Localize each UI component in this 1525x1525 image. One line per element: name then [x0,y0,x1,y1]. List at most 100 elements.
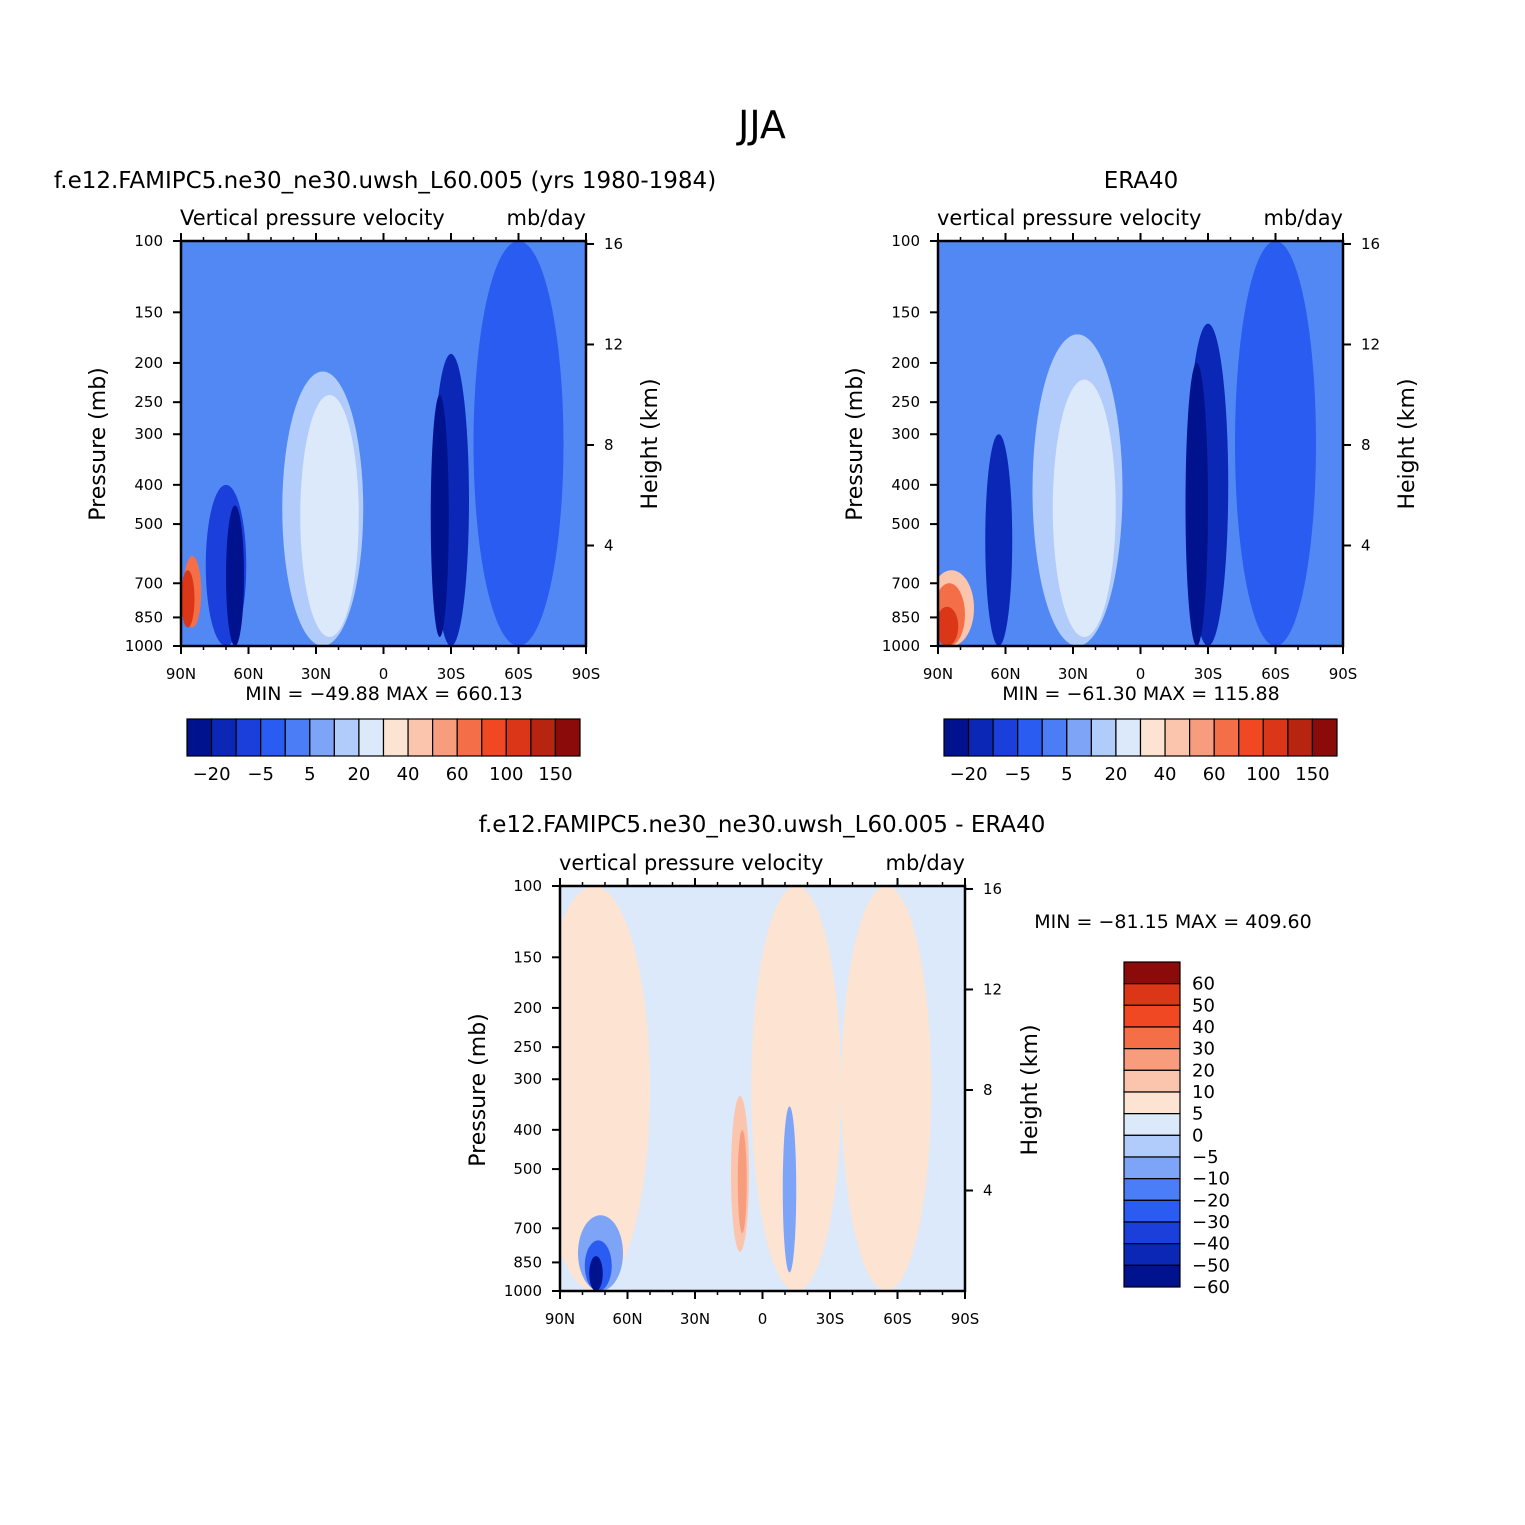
panel-obs-subtitle-right: mb/day [1264,206,1344,230]
y-tick-label: 150 [134,303,163,321]
colorbar-swatch [1189,718,1215,757]
colorbar-swatch [210,718,237,757]
colorbar-swatch [554,718,581,757]
y-right-tick-label: 8 [604,436,614,454]
colorbar-label: 0 [1192,1125,1203,1146]
colorbar-swatch [1123,1069,1181,1093]
y-tick-label: 100 [891,232,920,250]
y-right-tick-label: 4 [604,536,614,554]
x-tick-label: 30N [1058,665,1088,683]
colorbar-label: −5 [1004,764,1031,785]
y-tick-label: 1000 [504,1282,542,1300]
x-tick-label: 90S [572,665,601,683]
contour-region-4 [1052,379,1116,637]
colorbar-swatch [1123,1243,1181,1266]
colorbar-swatch [382,718,409,757]
y-tick-label: 100 [513,877,542,895]
y-tick-label: 150 [891,303,920,321]
x-tick-label: 30N [680,1310,710,1328]
y-tick-label: 200 [134,354,163,372]
colorbar-swatch [1123,1199,1181,1223]
colorbar-label: −20 [1192,1190,1230,1211]
x-tick-label: 30S [1194,665,1223,683]
colorbar-swatch [1041,718,1068,757]
panel-obs-ylabel: Pressure (mb) [843,367,868,521]
colorbar-label: 40 [1192,1017,1215,1038]
x-tick-label: 90S [1329,665,1358,683]
x-tick-label: 30N [301,665,331,683]
contour-region-2 [751,886,842,1291]
contour-region-7 [181,570,195,628]
colorbar-label: 5 [1192,1104,1203,1125]
colorbar-label: 50 [1192,995,1215,1016]
colorbar-swatch [967,718,994,757]
x-tick-label: 90N [545,1310,575,1328]
colorbar-label: 20 [347,764,370,785]
contour-region-1 [661,886,729,1291]
y-right-tick-label: 16 [1361,235,1380,253]
x-tick-label: 0 [758,1310,768,1328]
colorbar-swatch [456,718,483,757]
x-tick-label: 60S [1261,665,1290,683]
y-tick-label: 700 [134,574,163,592]
panel-model-min-max: MIN = −49.88 MAX = 660.13 [245,683,522,705]
y-tick-label: 400 [134,476,163,494]
panel-diff: f.e12.FAMIPC5.ne30_ne30.uwsh_L60.005 - E… [466,812,1312,1328]
y-tick-label: 150 [513,948,542,966]
colorbar-swatch [1139,718,1166,757]
y-tick-label: 1000 [125,637,163,655]
colorbar-swatch [1238,718,1264,757]
y-right-tick-label: 4 [983,1181,993,1199]
y-tick-label: 850 [891,608,920,626]
colorbar-label: 150 [538,764,572,785]
colorbar-swatch [1017,718,1043,757]
colorbar-swatch [407,718,434,757]
colorbar-swatch [235,718,262,757]
y-tick-label: 300 [134,425,163,443]
colorbar-swatch [1123,1156,1181,1180]
contour-region-9 [589,1256,603,1291]
colorbar-swatch [284,718,311,757]
panel-diff-ylabel: Pressure (mb) [466,1013,491,1167]
y-tick-label: 700 [513,1219,542,1237]
colorbar-swatch [1090,718,1117,757]
colorbar-swatch [358,718,385,757]
colorbar-swatch [1123,1178,1181,1201]
y-tick-label: 400 [513,1121,542,1139]
panel-model-field [181,241,586,646]
colorbar-swatch [1123,1091,1181,1115]
colorbar-swatch [1123,1026,1181,1050]
y-tick-label: 1000 [882,637,920,655]
panel-model-plot: 90N 60N 30N 0 30S 60S 90S 100 150 200 250 300 400 500… [125,232,623,683]
colorbar-swatch [1123,1048,1181,1071]
colorbar-swatch [1123,1221,1181,1245]
colorbar-swatch [333,718,360,757]
y-right-tick-label: 12 [1361,335,1380,353]
colorbar-label: 10 [1192,1082,1215,1103]
contour-region-5 [985,434,1013,646]
y-right-tick-label: 16 [983,880,1002,898]
contour-region-3 [300,394,359,637]
y-right-tick-label: 12 [983,980,1002,998]
panel-diff-subtitle-left: vertical pressure velocity [559,851,823,875]
y-tick-label: 400 [891,476,920,494]
contour-region-3 [841,886,932,1291]
colorbar-label: 100 [1246,764,1280,785]
panel-model: f.e12.FAMIPC5.ne30_ne30.uwsh_L60.005 (yr… [54,168,716,785]
contour-region-5 [737,1129,747,1234]
y-tick-label: 300 [891,425,920,443]
contour-region-2 [1185,362,1208,646]
colorbar-label: −5 [247,764,274,785]
x-tick-label: 90N [166,665,196,683]
colorbar-swatch [1123,961,1181,985]
contour-region-6 [782,1106,797,1273]
x-tick-label: 60N [612,1310,642,1328]
colorbar-label: 40 [397,764,420,785]
y-right-tick-label: 8 [1361,436,1371,454]
colorbar-swatch [1287,718,1314,757]
y-tick-label: 250 [134,393,163,411]
colorbar-label: 5 [304,764,315,785]
x-tick-label: 30S [437,665,466,683]
